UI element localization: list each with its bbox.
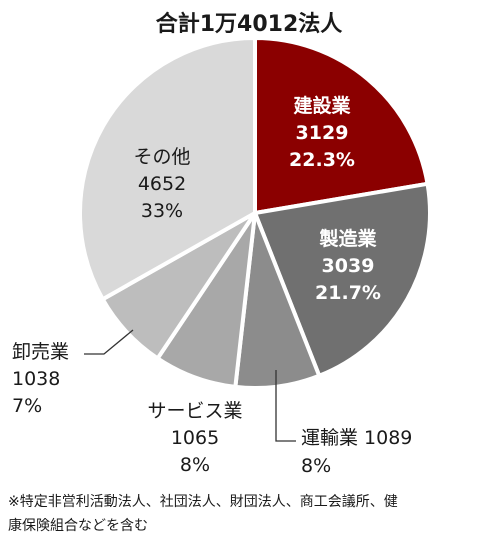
slice-label-name-4: 卸売業 xyxy=(12,341,69,363)
slice-label-name-1: 製造業 xyxy=(318,227,377,250)
slice-label-percent-2: 8% xyxy=(301,455,331,477)
pie-slices xyxy=(78,36,432,390)
slice-label-value-1: 3039 xyxy=(322,255,375,277)
pie-slice-0 xyxy=(253,36,430,215)
slice-label-name-3: サービス業 xyxy=(147,400,242,422)
slice-label-value-4: 1038 xyxy=(12,368,60,390)
slice-label-value-3: 1065 xyxy=(171,427,219,449)
slice-label-percent-3: 8% xyxy=(180,454,210,476)
pie-slice-5 xyxy=(78,36,257,302)
pie-slice-1 xyxy=(253,181,432,378)
leader-line-4 xyxy=(84,329,134,355)
chart-title: 合計1万4012法人 xyxy=(156,11,343,37)
leader-lines xyxy=(84,329,296,442)
slice-label-percent-5: 33% xyxy=(141,200,183,222)
footnote-line-1: ※特定非営利活動法人、社団法人、財団法人、商工会議所、健 xyxy=(8,493,398,510)
slice-label-percent-0: 22.3% xyxy=(289,149,355,171)
footnote-line-2: 康保険組合などを含む xyxy=(8,517,148,534)
leader-line-2 xyxy=(275,370,296,442)
slice-label-name-value-2: 運輸業 1089 xyxy=(301,427,412,449)
slice-label-value-0: 3129 xyxy=(296,122,349,144)
slice-label-name-0: 建設業 xyxy=(293,94,351,117)
slice-label-percent-4: 7% xyxy=(12,395,42,417)
slice-label-value-5: 4652 xyxy=(138,173,186,195)
slice-label-percent-1: 21.7% xyxy=(315,282,381,304)
slice-label-name-5: その他 xyxy=(133,146,190,168)
slice-labels: 建設業 3129 22.3% 製造業 3039 21.7% 運輸業 1089 8% サービス業 1… xyxy=(12,94,412,477)
